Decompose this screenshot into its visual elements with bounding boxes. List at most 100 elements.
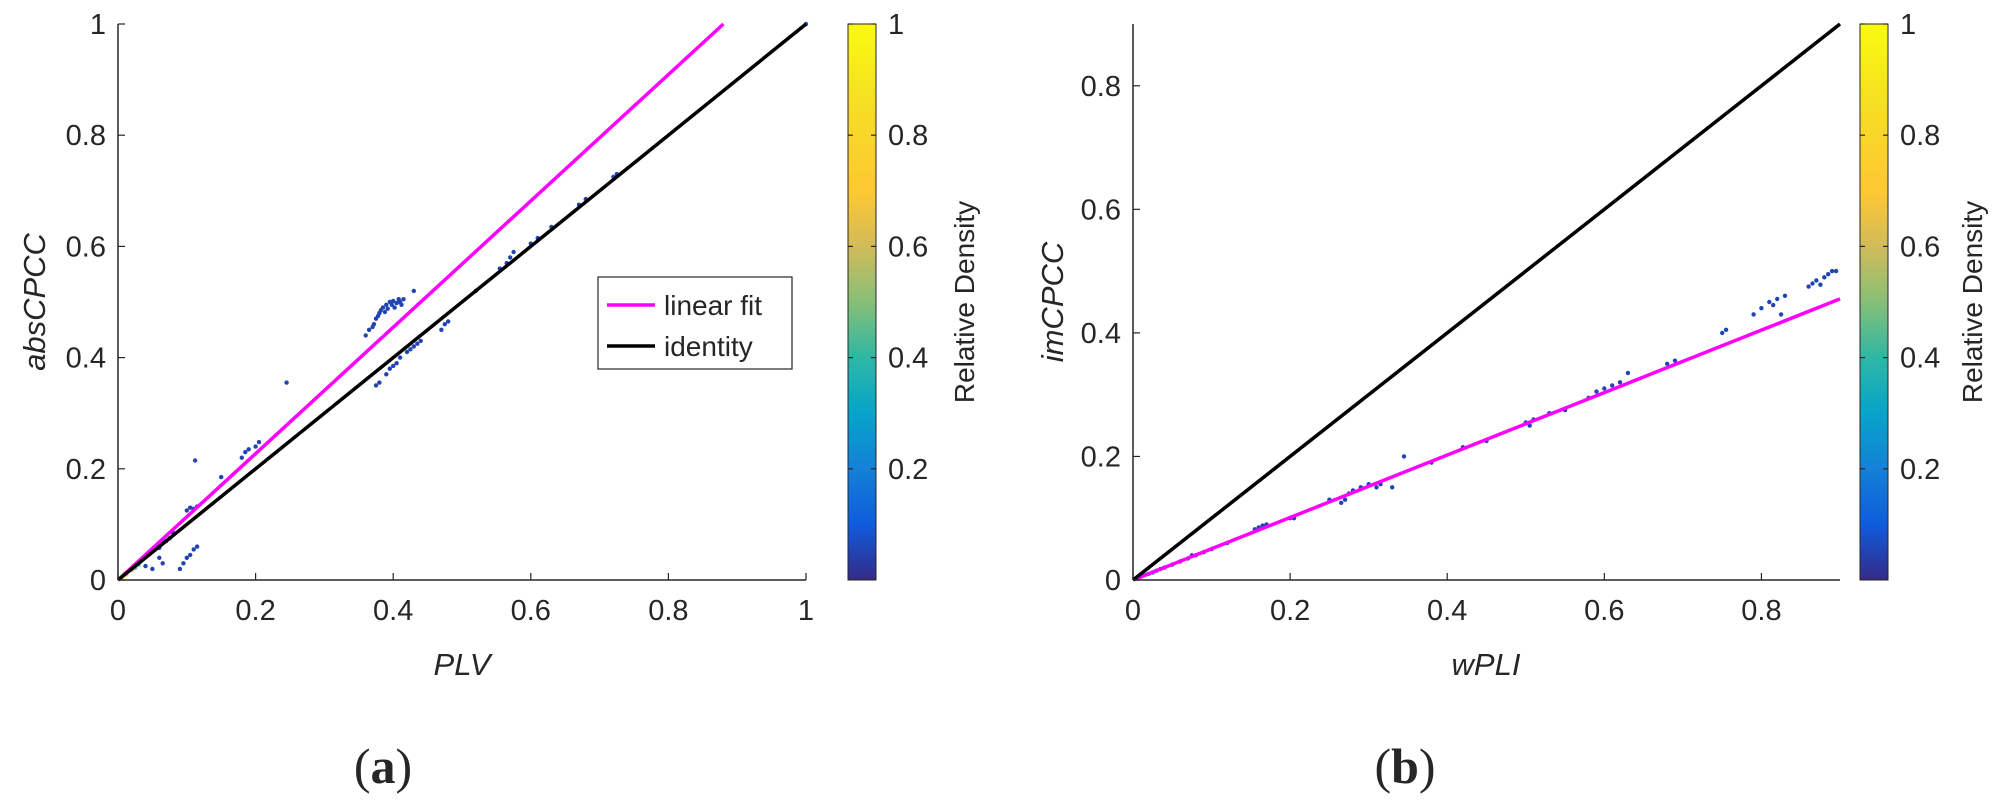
panel-a-plot-area [116,21,809,582]
scatter-point [415,341,420,346]
scatter-point [394,361,399,366]
scatter-point [184,555,189,560]
scatter-point [1778,312,1784,317]
scatter-point [1617,380,1623,385]
panel-a-colorbar: 0.2 0.4 0.6 0.8 1 Relative Density [847,9,980,581]
y-tick-label: 0.2 [66,454,106,486]
panel-a-label-letter: a [371,738,396,794]
scatter-point [1401,454,1407,459]
panel-b-x-axis-label: wPLI [1452,647,1521,682]
panel-a-identity-line [116,22,808,582]
x-tick-label: 0 [110,595,126,627]
scatter-point [404,349,410,355]
y-tick-label: 0.4 [66,343,106,375]
scatter-point [1665,361,1670,366]
colorbar-tick-label: 0.6 [1900,231,1940,263]
scatter-point [1610,383,1615,388]
colorbar-tick-label: 1 [1900,9,1916,41]
panel-b-y-ticks: 0 0.2 0.4 0.6 0.8 [1081,71,1140,597]
panel-a-x-axis-label: PLV [434,647,494,682]
scatter-point [239,455,244,460]
panel-b-colorbar-label: Relative Density [1957,201,1988,403]
scatter-point [508,255,513,260]
panel-a-legend-box [597,276,793,370]
scatter-point [373,383,379,388]
x-tick-label: 0.8 [648,595,688,627]
scatter-point [1339,500,1344,505]
panel-b-colorbar: 0.2 0.4 0.6 0.8 1 Relative Density [1859,9,1988,581]
scatter-point [1822,275,1827,280]
panel-b: 0 0.2 0.4 0.6 0.8 00.20.40.60.8 wPLI imCPCC … [1035,9,1988,794]
scatter-point [1723,327,1729,332]
x-tick-label: 0.4 [1427,595,1467,627]
scatter-point [194,544,200,549]
scatter-point [442,322,447,327]
panel-a: 0 0.2 0.4 0.6 0.8 1 0 0.2 0.4 0.6 0.8 1 PLV absCPC… [17,9,980,794]
scatter-point [1767,299,1772,305]
scatter-point [184,508,189,513]
panel-a-label-open: ( [354,738,371,794]
colorbar-tick-label: 1 [888,9,904,41]
scatter-point [439,327,444,332]
scatter-point [192,458,198,463]
scatter-point [1833,268,1839,274]
scatter-point [392,305,397,310]
scatter-point [377,380,382,385]
scatter-point [1829,268,1835,274]
scatter-point [177,566,183,572]
panel-b-colorbar-ticks: 0.2 0.4 0.6 0.8 1 [1860,9,1940,486]
scatter-point [366,327,372,332]
panel-b-scatter-points [1133,268,1839,581]
scatter-point [382,309,388,315]
scatter-point [1374,485,1379,490]
scatter-point [188,552,193,558]
scatter-point [511,249,516,255]
scatter-point [1602,386,1607,391]
panel-b-plot-area [1131,22,1842,582]
scatter-point [284,380,289,385]
scatter-point [256,439,262,445]
scatter-point [188,505,193,510]
panel-a-linear-fit-line [116,22,725,582]
scatter-point [1810,281,1815,286]
scatter-point [191,547,196,552]
panel-b-label-open: ( [1374,738,1391,794]
panel-a-legend-label-linear-fit: linear fit [664,290,762,321]
y-tick-label: 0.8 [66,120,106,152]
scatter-point [243,449,248,455]
x-tick-label: 0.8 [1741,595,1781,627]
x-tick-label: 0.2 [235,595,275,627]
panel-b-colorbar-gradient [1859,23,1889,581]
y-tick-label: 0.6 [66,231,106,263]
scatter-point [1594,389,1599,394]
colorbar-tick-label: 0.4 [1900,343,1940,375]
scatter-point [1826,272,1831,277]
y-tick-label: 0.8 [1081,71,1121,103]
scatter-point [1818,282,1823,287]
scatter-point [397,355,403,360]
y-tick-label: 0 [90,565,106,597]
panel-a-colorbar-ticks: 0.2 0.4 0.6 0.8 1 [848,9,928,486]
scatter-point [391,363,396,369]
scatter-point [399,302,404,307]
y-tick-label: 0.2 [1081,441,1121,473]
x-tick-label: 0.2 [1270,595,1310,627]
scatter-point [1720,330,1725,336]
scatter-point [1342,497,1348,502]
colorbar-tick-label: 0.6 [888,231,928,263]
scatter-point [371,322,377,327]
panel-b-linear-fit-line [1132,297,1841,582]
scatter-point [411,288,416,294]
scatter-point [1759,306,1764,311]
scatter-point [219,474,224,480]
y-tick-label: 0 [1105,565,1121,597]
scatter-point [1775,296,1780,302]
scatter-point [389,302,394,307]
scatter-point [1672,358,1678,363]
scatter-point [411,344,416,349]
panel-a-legend-label-identity: identity [664,331,753,362]
panel-a-colorbar-gradient [847,23,877,581]
panel-a-legend: linear fit identity [597,276,793,370]
scatter-point [387,366,392,371]
